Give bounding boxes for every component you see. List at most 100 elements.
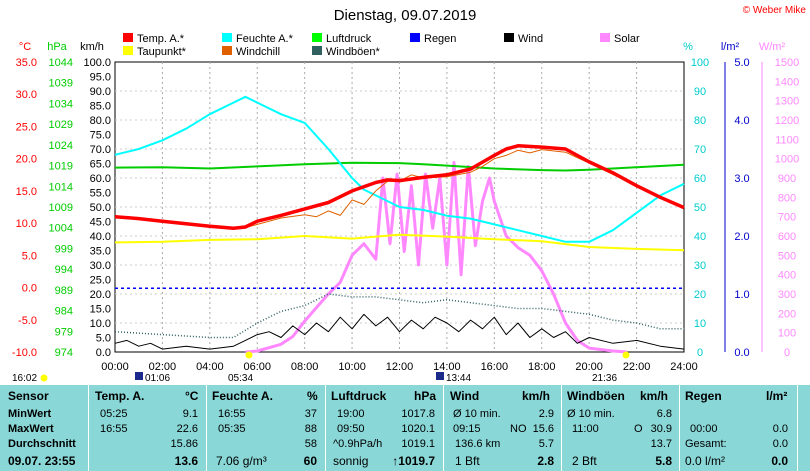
axis-unit-temp: °C [19, 41, 31, 53]
x-tick-label: 02:00 [149, 361, 177, 373]
table-divider [561, 385, 562, 471]
axis-tick-label-rain: 1.0 [734, 289, 749, 301]
cell: 16:55 [100, 423, 128, 435]
axis-tick-label-solar: 1400 [775, 76, 799, 88]
x-tick-label: 24:00 [670, 361, 698, 373]
axis-tick-label-speed: 80.0 [90, 115, 111, 127]
copyright-link[interactable]: © Weber Mike [743, 5, 807, 16]
axis-tick-label-speed: 10.0 [90, 318, 111, 330]
table-divider [443, 385, 444, 471]
axis-tick-label-pressure: 994 [55, 264, 73, 276]
col-sensor: Sensor [8, 389, 49, 403]
cell: 30.9 [650, 423, 672, 435]
moonset-icon [436, 372, 444, 380]
cell: 19:00 [337, 408, 365, 420]
legend-swatch [504, 33, 514, 42]
corner-time: 16:02 [12, 373, 37, 384]
axis-tick-label-solar: 200 [778, 308, 796, 320]
col-temp-unit: °C [185, 389, 199, 403]
cell: 1020.1 [401, 423, 435, 435]
cell: 15.6 [532, 423, 554, 435]
legend-swatch [222, 33, 232, 42]
cell: O [634, 423, 643, 435]
row-label: MinWert [8, 408, 52, 420]
cell: 9.1 [182, 408, 198, 420]
axis-tick-label-solar: 700 [778, 212, 796, 224]
axis-tick-label-speed: 95.0 [90, 72, 111, 84]
legend-swatch [222, 46, 232, 55]
cell: 05:35 [218, 423, 246, 435]
x-tick-label: 04:00 [196, 361, 224, 373]
cell: 2 Bft [572, 454, 597, 468]
cell: 0.0 l/m² [685, 454, 726, 468]
axis-unit-solar: W/m² [759, 41, 786, 53]
axis-tick-label-temp: 25.0 [16, 121, 37, 133]
axis-unit-pressure: hPa [47, 41, 67, 53]
axis-tick-label-pressure: 1014 [49, 181, 73, 193]
axis-tick-label-speed: 60.0 [90, 173, 111, 185]
axis-tick-label-humidity: 70 [694, 144, 706, 156]
axis-tick-label-pressure: 989 [55, 285, 73, 297]
series-line-luftdruck [114, 161, 685, 172]
table-divider [679, 385, 680, 471]
axis-tick-label-solar: 1300 [775, 96, 799, 108]
axis-tick-label-solar: 0 [784, 347, 790, 359]
cell: 2.8 [537, 454, 554, 468]
legend-swatch [123, 33, 133, 42]
axis-tick-label-humidity: 100 [691, 57, 709, 69]
legend-label: Windböen* [326, 46, 381, 58]
sun-events: 16:02 01:06 05:34 13:44 21:36 [12, 351, 630, 384]
legend-label: Windchill [236, 46, 280, 58]
table-row-min: MinWert 05:25 9.1 16:55 37 19:00 1017.8 … [0, 407, 810, 421]
axis-tick-label-speed: 45.0 [90, 217, 111, 229]
x-tick-label: 12:00 [386, 361, 414, 373]
table-divider [206, 385, 207, 471]
cell: 60 [303, 454, 317, 468]
row-label: MaxWert [8, 423, 54, 435]
axis-tick-label-humidity: 0 [697, 347, 703, 359]
cell: Ø 10 min. [567, 408, 615, 420]
cell: 2.9 [538, 408, 554, 420]
row-label: 09.07. 23:55 [8, 454, 76, 468]
x-tick-label: 14:00 [433, 361, 461, 373]
x-tick-label: 18:00 [528, 361, 556, 373]
axis-tick-label-pressure: 984 [55, 306, 73, 318]
legend-swatch [312, 33, 322, 42]
axis-tick-label-temp: 35.0 [16, 57, 37, 69]
x-tick-label: 06:00 [243, 361, 271, 373]
axis-tick-label-temp: 10.0 [16, 218, 37, 230]
cell: 58 [304, 438, 317, 450]
cell: 0.0 [771, 454, 788, 468]
weather-chart: Dienstag, 09.07.2019 © Weber Mike Temp. … [12, 5, 807, 384]
moonrise-icon [135, 372, 143, 380]
chart-axes: 35.0 30.0 25.0 20.0 15.0 10.0 5.0 0.0 -5.0 -10.0 1… [12, 41, 799, 373]
axis-tick-label-speed: 20.0 [90, 289, 111, 301]
cell: 13.6 [174, 454, 198, 468]
series-line-feuchte-a [114, 95, 685, 243]
series-line-taupunkt [114, 233, 685, 252]
axis-tick-label-temp: 0.0 [22, 283, 37, 295]
axis-tick-label-temp: 20.0 [16, 154, 37, 166]
legend-label: Luftdruck [326, 33, 372, 45]
axis-tick-label-solar: 1000 [775, 154, 799, 166]
axis-tick-label-humidity: 20 [694, 289, 706, 301]
table-divider [325, 385, 326, 471]
cell: 0.0 [772, 438, 788, 450]
axis-tick-label-speed: 75.0 [90, 130, 111, 142]
axis-tick-label-solar: 600 [778, 231, 796, 243]
axis-tick-label-solar: 300 [778, 289, 796, 301]
cell: 0.0 [772, 423, 788, 435]
chart-title: Dienstag, 09.07.2019 [334, 7, 477, 24]
cell: 5.8 [655, 454, 672, 468]
axis-tick-label-speed: 55.0 [90, 188, 111, 200]
col-temp: Temp. A. [95, 389, 145, 403]
axis-tick-label-speed: 70.0 [90, 144, 111, 156]
axis-tick-label-pressure: 974 [55, 347, 73, 359]
cell: 37 [304, 408, 317, 420]
series-line-wind [114, 313, 685, 350]
col-humidity: Feuchte A. [212, 389, 273, 403]
axis-tick-label-humidity: 80 [694, 115, 706, 127]
col-pressure: Luftdruck [331, 389, 387, 403]
axis-tick-label-solar: 1200 [775, 115, 799, 127]
axis-tick-label-pressure: 1019 [49, 161, 73, 173]
